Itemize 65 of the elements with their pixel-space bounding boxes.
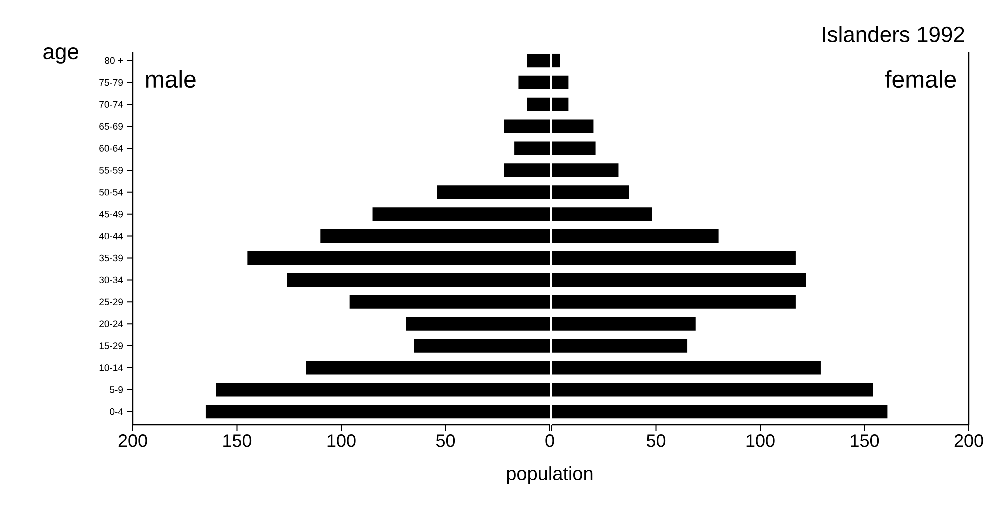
text: female <box>885 70 956 88</box>
y-tick-label: 25-29 <box>100 298 124 306</box>
bar <box>552 208 652 222</box>
x-tick-label: 50 <box>436 434 456 448</box>
y-tick-label: 65-69 <box>100 123 124 130</box>
bar <box>518 76 550 90</box>
x-tick-label: 100 <box>746 434 775 448</box>
bar <box>552 164 619 178</box>
x-tick-label: 100 <box>328 434 356 448</box>
y-tick-label: 20-24 <box>100 320 124 328</box>
y-axis-title: age <box>44 48 78 64</box>
bar <box>248 251 550 266</box>
bar <box>552 186 630 200</box>
bar <box>206 405 550 419</box>
bar <box>414 339 550 353</box>
bar <box>552 230 719 244</box>
bar <box>552 76 569 90</box>
x-tick-label: 200 <box>118 434 148 448</box>
bar <box>552 295 796 309</box>
y-tick-label: 35-39 <box>100 254 124 262</box>
bar <box>306 361 550 375</box>
y-tick-label: 60-64 <box>100 145 124 152</box>
x-tick-label: 200 <box>954 434 984 448</box>
x-tick-label: 150 <box>851 434 880 448</box>
y-tick-label: 0-4 <box>110 408 124 416</box>
bar <box>552 405 888 419</box>
bar <box>552 98 569 112</box>
bar <box>504 120 550 134</box>
y-tick-label: 40-44 <box>99 232 124 240</box>
bar <box>552 273 806 287</box>
y-tick-label: 50-54 <box>100 189 124 196</box>
y-tick-label: 30-34 <box>100 276 124 284</box>
y-tick-label: 70-74 <box>100 101 124 108</box>
bar <box>552 383 874 397</box>
y-tick-label: 15-29 <box>100 342 124 350</box>
bar <box>552 142 596 156</box>
bar <box>552 339 688 353</box>
bar <box>552 251 796 266</box>
bar <box>514 142 550 156</box>
bar <box>372 208 550 222</box>
bar <box>552 54 560 68</box>
chart-title: Islanders 1992 <box>823 26 964 42</box>
x-axis-title: population <box>507 466 593 484</box>
bar <box>504 164 550 178</box>
x-tick-label: 150 <box>224 434 252 448</box>
bar <box>320 230 550 244</box>
bar <box>527 54 550 68</box>
bar <box>350 295 550 309</box>
x-tick-label: 0 <box>546 434 554 448</box>
x-tick-label: 50 <box>646 434 666 448</box>
bar <box>406 317 550 331</box>
bar <box>287 273 550 287</box>
y-tick-label: 10-14 <box>100 364 124 372</box>
bar <box>527 98 550 112</box>
y-tick-label: 5-9 <box>110 386 124 394</box>
bar <box>437 186 550 200</box>
y-tick-label: 75-79 <box>100 79 124 86</box>
bar <box>216 383 550 397</box>
bar <box>552 120 594 134</box>
bar <box>552 317 696 331</box>
y-tick-label: 80 + <box>105 57 123 64</box>
y-tick-label: 45-49 <box>99 211 124 218</box>
y-tick-label: 55-59 <box>100 167 124 174</box>
bar <box>552 361 821 375</box>
text: male <box>146 70 196 88</box>
